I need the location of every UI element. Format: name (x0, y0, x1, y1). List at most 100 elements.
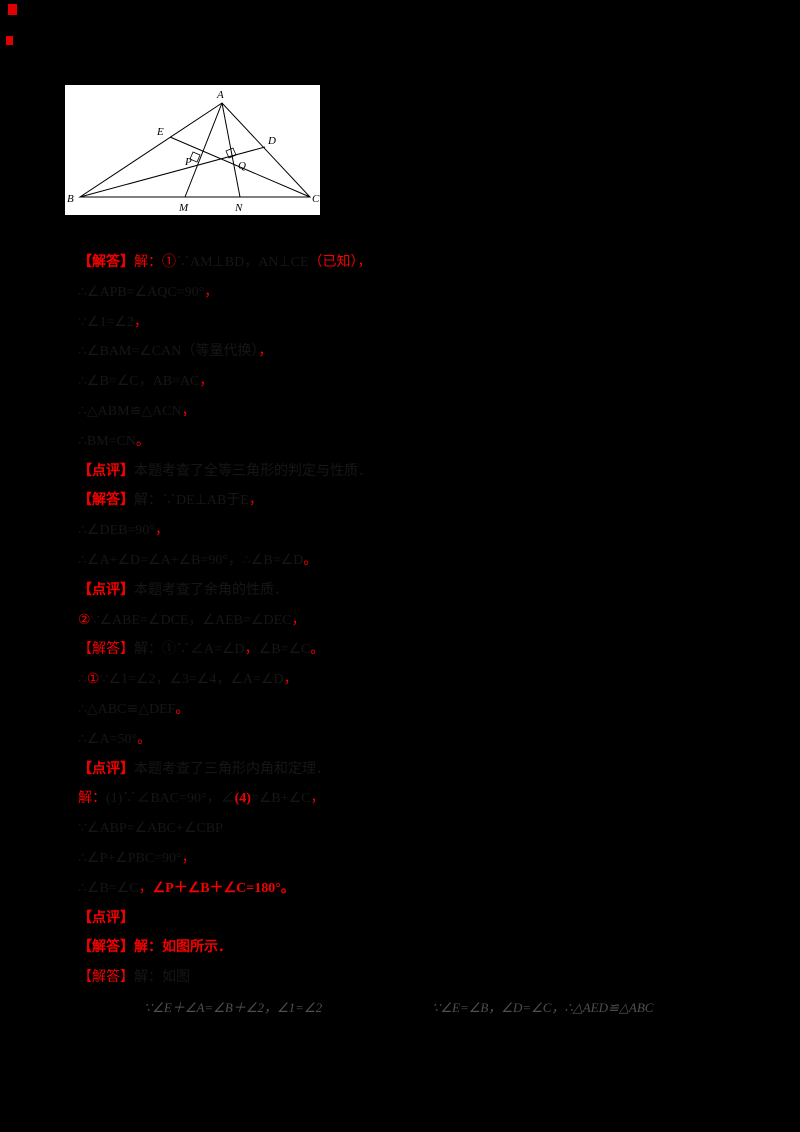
text-segment: 解： (78, 791, 106, 807)
text-segment: ∵∠1=∠2，∠3=∠4，∠A=∠D (99, 672, 284, 688)
text-segment: =∠B+∠C (250, 791, 311, 807)
text-segment: 【点评】 (78, 463, 134, 479)
text-line: ∴△ABC≌△DEF。 (0, 695, 800, 725)
solution-text: 【解答】解：①∵AM⊥BD，AN⊥CE（已知）， ∴∠APB=∠AQC=90°， ∵… (0, 248, 800, 1023)
text-segment: ∵∠ABE=∠DCE，∠AEB=∠DEC (90, 612, 292, 628)
text-line: ∴△ABM≌△ACN， (0, 397, 800, 427)
text-segment: （已知）， (308, 255, 372, 270)
text-segment: ∠B=∠C (258, 642, 311, 658)
point-label-a: A (216, 89, 224, 101)
red-mark-icon (8, 4, 17, 15)
text-segment: ， (204, 284, 219, 300)
text-segment: 【点评】 (78, 910, 134, 926)
text-line: 解：(1)∵∠BAC=90°，∠(4)=∠B+∠C， (0, 784, 800, 814)
text-segment: 【点评】 (78, 761, 134, 777)
red-mark-icon (6, 36, 13, 45)
text-segment: ∵∠E＋∠A=∠B＋∠2，∠1=∠2 (144, 999, 323, 1015)
point-label-e: E (156, 126, 164, 138)
text-line: 【点评】本题考查了三角形内角和定理． (0, 755, 800, 785)
text-segment: ∴△ABM≌△ACN (78, 403, 182, 419)
text-segment: ∴△ABC≌△DEF (78, 701, 176, 717)
text-segment: ∴∠A=50° (78, 731, 138, 747)
text-segment: ， (181, 403, 196, 419)
text-line: ∴∠B=∠C，AB=AC， (0, 367, 800, 397)
text-segment: ∵∠ABP=∠ABC+∠CBP (78, 821, 223, 837)
text-line: 【点评】本题考查了全等三角形的判定与性质． (0, 457, 800, 487)
text-segment: 【解答】 (78, 642, 134, 658)
text-segment: ， (133, 314, 148, 330)
text-segment: ∴∠B=∠C (78, 880, 139, 896)
text-line: ∴BM=CN。 (0, 427, 800, 457)
text-segment: ∴∠A+∠D=∠A+∠B=90°，∴∠B=∠D (78, 552, 304, 568)
text-segment: ② (78, 612, 91, 628)
point-label-q: Q (238, 160, 246, 172)
text-line: ∴∠B=∠C，∠P＋∠B＋∠C=180°。 (0, 874, 800, 904)
text-segment: ① (162, 255, 176, 270)
text-segment: 解：①∵∠A=∠D (134, 642, 245, 658)
text-segment: 【解答】 (78, 493, 134, 509)
text-line: ∴①∵∠1=∠2，∠3=∠4，∠A=∠D， (0, 665, 800, 695)
text-segment: 。 (310, 642, 325, 658)
text-segment: ， (154, 523, 169, 539)
text-segment: 解：∵DE⊥AB于E (134, 493, 249, 509)
right-angle-mark-p (189, 151, 201, 163)
point-label-b: B (67, 193, 74, 205)
text-segment: 本题考查了三角形内角和定理． (134, 761, 330, 777)
text-line: ∴∠APB=∠AQC=90°， (0, 278, 800, 308)
text-line: ∴∠A+∠D=∠A+∠B=90°，∴∠B=∠D。 (0, 546, 800, 576)
text-line: ∴∠DEB=90°， (0, 516, 800, 546)
triangle-diagram: A B C D E M N P Q (67, 89, 320, 214)
text-segment: ∠P＋∠B＋∠C=180°。 (152, 880, 295, 896)
text-line: 【点评】 (0, 904, 800, 934)
point-label-n: N (234, 202, 243, 214)
text-segment: ， (248, 493, 263, 509)
text-segment: ∴ (78, 672, 87, 688)
text-line: ∵∠ABP=∠ABC+∠CBP (0, 814, 800, 844)
text-segment: 【解答】 (78, 970, 134, 986)
text-segment: (4) (234, 791, 251, 807)
text-segment: ， (291, 612, 306, 628)
point-label-c: C (312, 193, 320, 205)
text-segment: 【点评】 (78, 582, 134, 598)
text-segment: ① (86, 672, 100, 688)
text-segment: ， (283, 672, 298, 688)
text-line: 【解答】解：①∵AM⊥BD，AN⊥CE（已知）， (0, 248, 800, 278)
text-segment: 本题考查了全等三角形的判定与性质． (134, 463, 372, 479)
text-segment: ， (181, 850, 196, 866)
segment-bd (79, 146, 266, 198)
segment-am (184, 102, 223, 198)
text-segment: ∴∠BAM=∠CAN（等量代换） (78, 344, 259, 360)
text-segment: ∵∠E=∠B，∠D=∠C，∴△AED≌△ABC (432, 999, 654, 1015)
text-segment: ∴∠B=∠C，AB=AC (78, 374, 200, 390)
text-segment: 解：如图 (134, 970, 190, 986)
text-segment: ， (258, 344, 273, 360)
text-line: 【解答】解：如图所示． (0, 933, 800, 963)
text-segment: 。 (136, 433, 151, 449)
text-segment: (1)∵∠BAC=90°，∠ (106, 791, 235, 807)
segment-ce (169, 136, 311, 198)
text-line: ∴∠A=50°。 (0, 725, 800, 755)
text-line: ∴∠BAM=∠CAN（等量代换）， (0, 337, 800, 367)
text-line: 【点评】本题考查了余角的性质． (0, 576, 800, 606)
text-line: 【解答】解：如图 (0, 963, 800, 993)
text-segment: 【解答】解：如图所示． (78, 940, 232, 956)
point-label-d: D (267, 135, 276, 147)
text-segment: 。 (137, 731, 152, 747)
text-segment: ， (244, 642, 259, 658)
text-line: 【解答】解：①∵∠A=∠D，∠B=∠C。 (0, 635, 800, 665)
text-segment: 【解答】 (78, 255, 134, 270)
text-segment: 本题考查了余角的性质． (134, 582, 288, 598)
text-segment: ∴∠P+∠PBC=90° (78, 850, 182, 866)
text-line: ∵∠1=∠2， (0, 308, 800, 338)
text-segment: 。 (175, 701, 190, 717)
right-angle-mark-q (225, 147, 237, 159)
text-segment: 解： (134, 255, 162, 270)
text-segment: ∵AM⊥BD，AN⊥CE (176, 255, 309, 270)
text-segment: 。 (303, 552, 318, 568)
point-label-p: P (184, 156, 192, 168)
text-line: ∴∠P+∠PBC=90°， (0, 844, 800, 874)
text-segment: ， (199, 374, 214, 390)
point-label-m: M (178, 202, 189, 214)
text-segment: ∴BM=CN (78, 433, 137, 449)
